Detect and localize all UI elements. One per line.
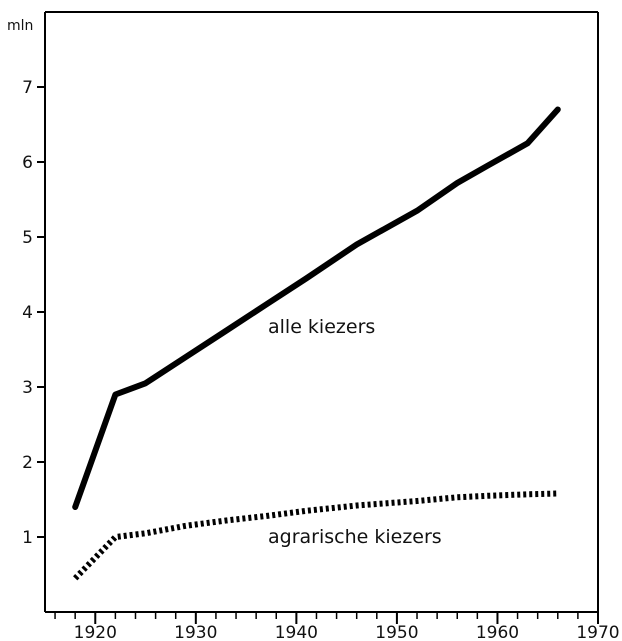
x-tick-label: 1970 (576, 623, 619, 641)
x-tick-label: 1960 (476, 623, 519, 641)
series-label-alle-kiezers: alle kiezers (268, 316, 375, 338)
y-tick-label: 2 (22, 453, 33, 473)
x-tick-label: 1920 (74, 623, 117, 641)
series-line-agrarische-kiezers (73, 490, 558, 581)
y-axis-unit: mln (7, 18, 33, 34)
series-label-agrarische-kiezers: agrarische kiezers (268, 526, 442, 548)
x-tick-label: 1950 (375, 623, 418, 641)
y-tick-label: 7 (22, 78, 33, 98)
series-line-alle-kiezers (72, 106, 561, 510)
y-tick-label: 6 (22, 153, 33, 173)
y-tick-label: 5 (22, 228, 33, 248)
plot-frame (44, 11, 599, 613)
x-tick-label: 1940 (275, 623, 318, 641)
x-tick-label: 1930 (174, 623, 217, 641)
y-tick-label: 1 (22, 528, 33, 548)
y-tick-label: 4 (22, 303, 33, 323)
y-ticks: 1 2 3 4 5 6 7 (22, 78, 45, 548)
series-layer (72, 106, 561, 581)
y-tick-label: 3 (22, 378, 33, 398)
x-ticks: 1920 1930 1940 1950 1960 1970 (54, 612, 620, 641)
